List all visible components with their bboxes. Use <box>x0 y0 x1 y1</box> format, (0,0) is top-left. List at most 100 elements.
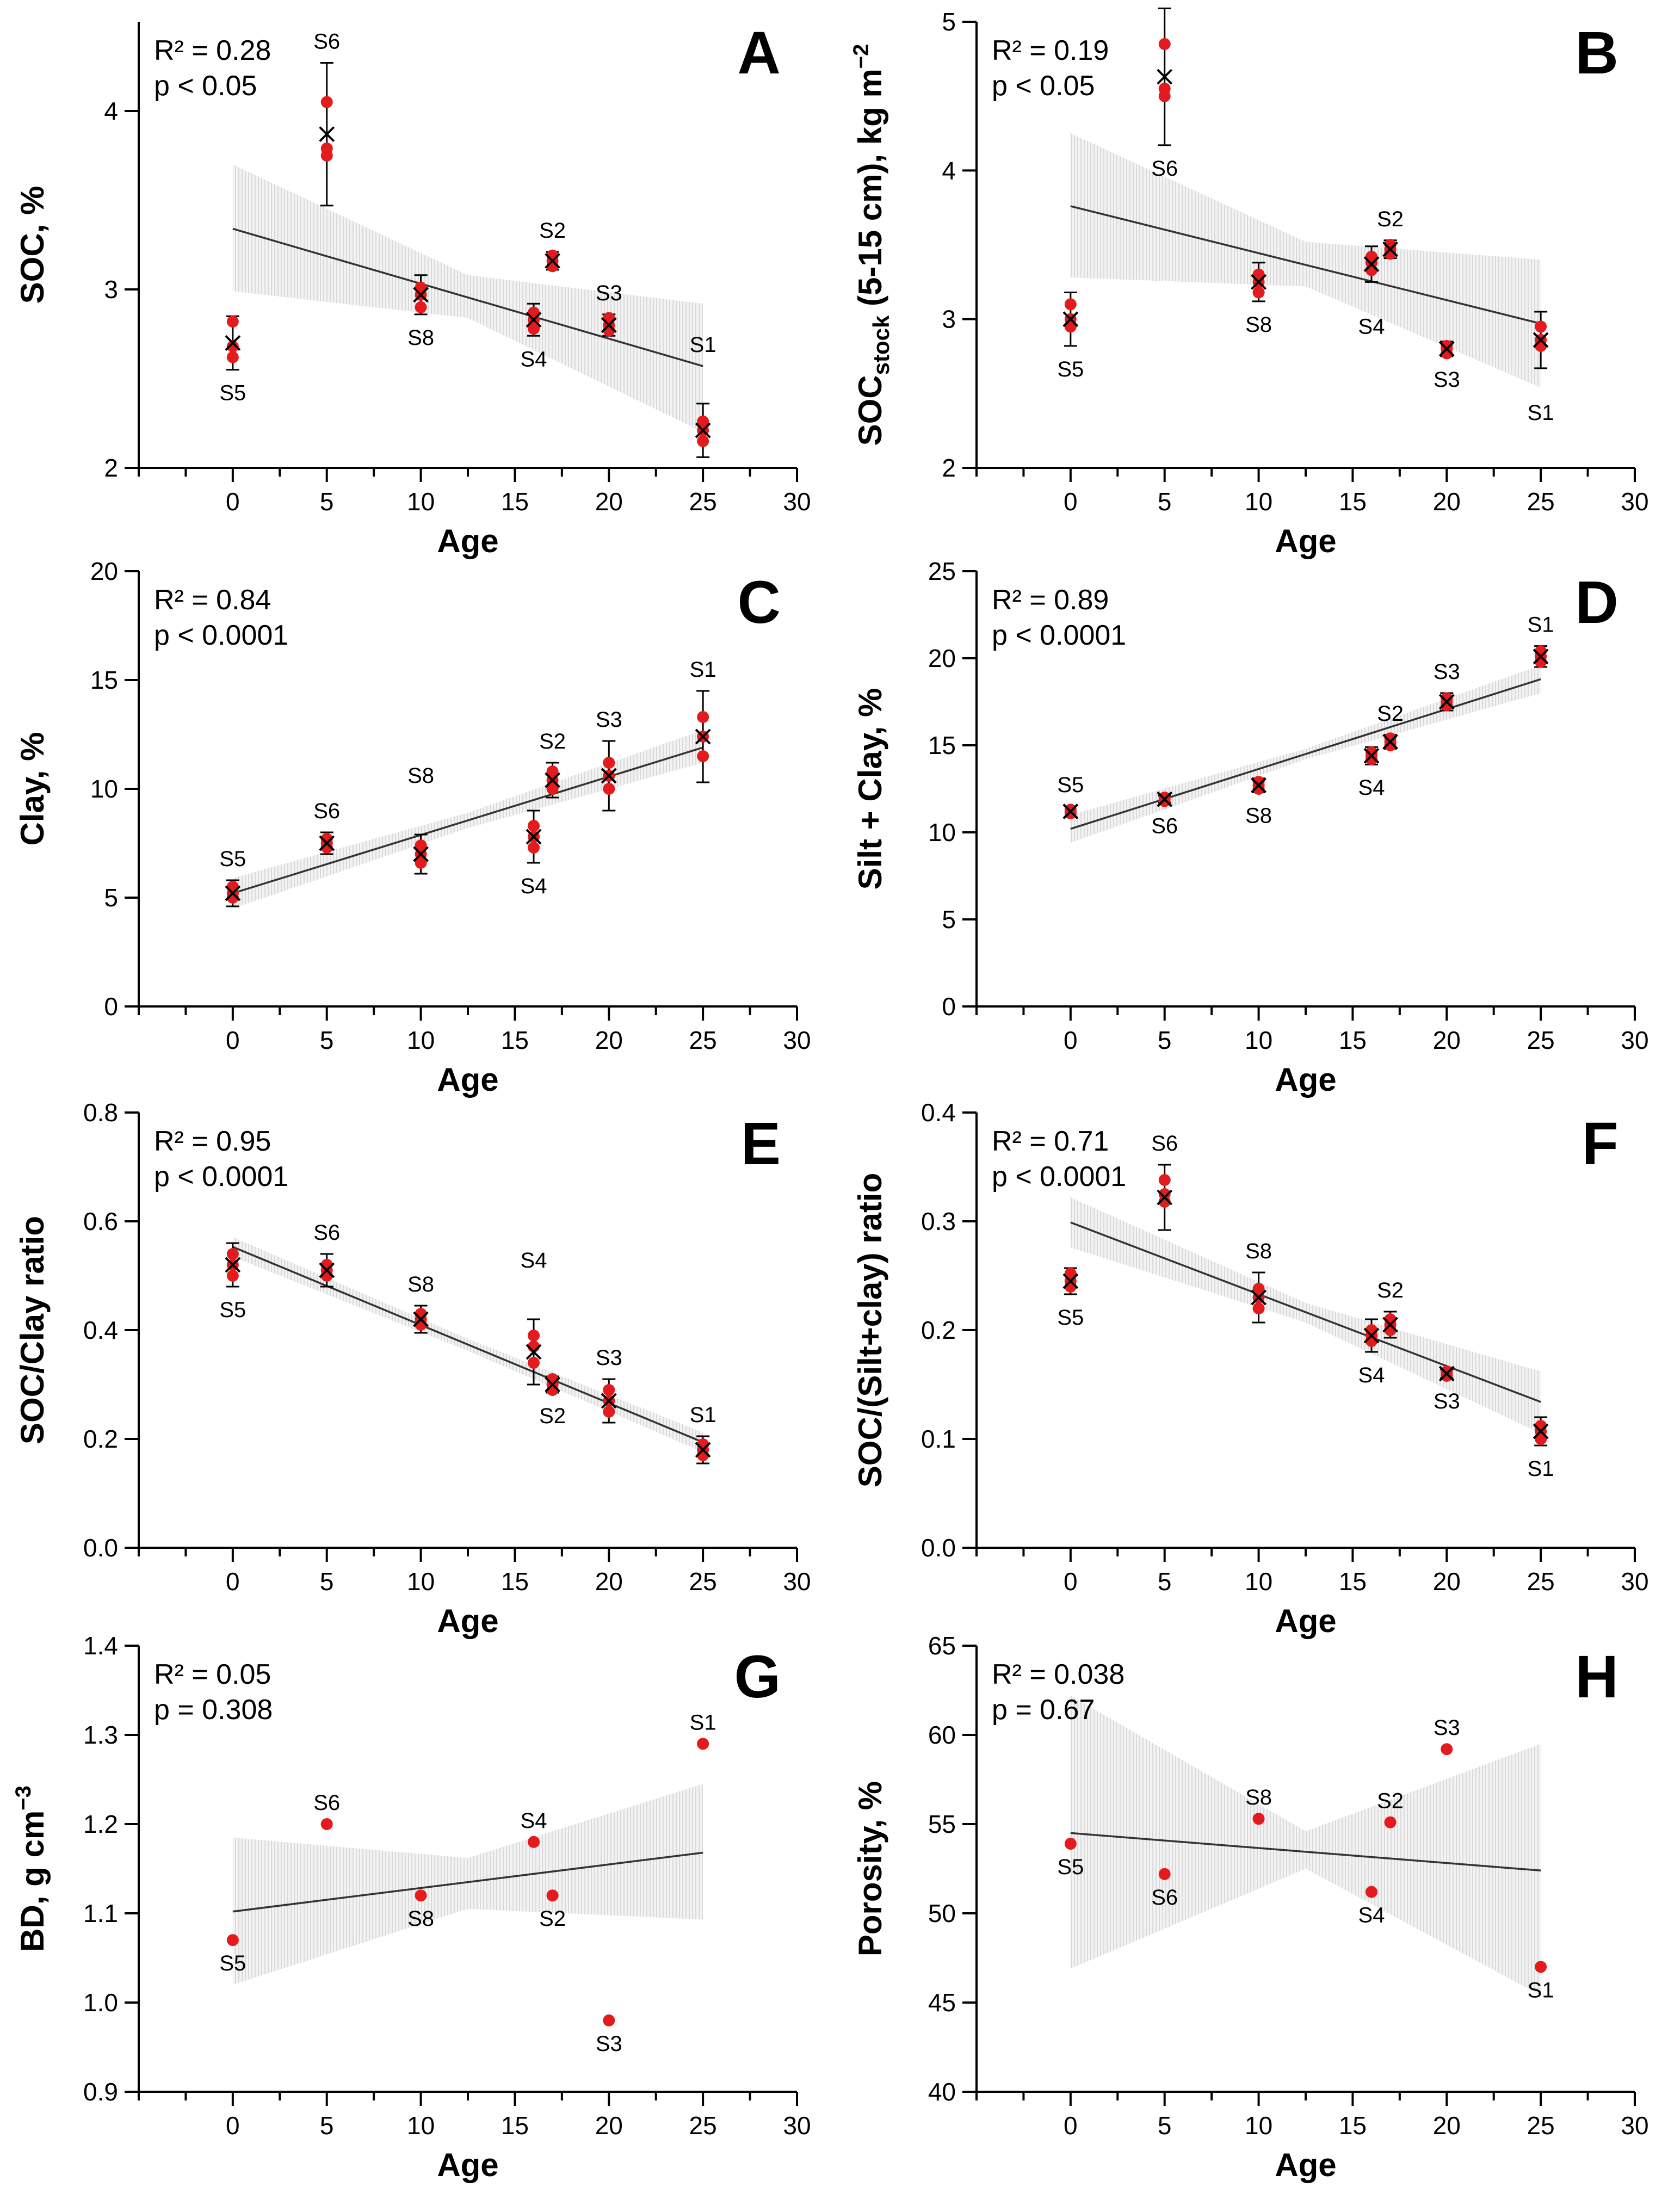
regression-line <box>232 227 703 367</box>
data-point <box>226 316 239 328</box>
mean-marker <box>526 1344 542 1360</box>
p-value-text: p = 0.67 <box>992 1694 1095 1726</box>
y-tick-label: 0.8 <box>83 1098 118 1127</box>
site-s6: S6 <box>1151 791 1178 838</box>
x-tick-label: 0 <box>1064 2111 1078 2140</box>
x-tick-label: 30 <box>783 1567 811 1596</box>
site-label: S3 <box>1434 660 1460 684</box>
x-tick-label: 15 <box>1339 1567 1367 1596</box>
data-point <box>603 783 615 795</box>
site-s1: S1 <box>690 333 716 458</box>
data-point <box>697 750 709 762</box>
regression-line <box>1070 205 1541 325</box>
r-squared-text: R² = 0.19 <box>992 35 1109 66</box>
y-axis-title: BD, g cm−3 <box>11 1785 51 1952</box>
y-tick-label: 0.6 <box>83 1207 118 1235</box>
x-tick-label: 10 <box>1245 1567 1272 1596</box>
y-tick-label: 40 <box>928 2078 956 2106</box>
site-s6: S6 <box>1151 7 1178 181</box>
x-tick-label: 25 <box>689 2111 717 2140</box>
confidence-band <box>232 730 703 909</box>
data-point <box>226 1248 239 1260</box>
site-label: S5 <box>1057 357 1084 381</box>
p-value-text: p < 0.0001 <box>154 620 288 651</box>
site-label: S2 <box>1377 1278 1404 1302</box>
site-s3: S3 <box>596 281 622 337</box>
site-label: S3 <box>596 2032 622 2056</box>
site-s5: S5 <box>1057 1267 1084 1330</box>
site-label: S2 <box>539 219 566 243</box>
mean-marker <box>225 335 241 351</box>
site-s6: S6 <box>313 29 340 207</box>
data-point <box>226 351 239 363</box>
p-value-text: p < 0.0001 <box>154 1161 288 1192</box>
y-axis-title-rest: (5-15 cm), kg m <box>852 69 888 316</box>
y-tick-label: 0.3 <box>921 1207 956 1235</box>
mean-marker <box>695 1442 711 1458</box>
x-tick-label: 5 <box>320 1026 334 1054</box>
x-tick-label: 30 <box>1621 487 1648 516</box>
mean-marker <box>413 287 429 303</box>
x-tick-label: 5 <box>1158 2111 1172 2140</box>
site-label: S1 <box>690 658 716 682</box>
x-tick-label: 10 <box>407 1026 435 1054</box>
p-value-text: p < 0.05 <box>992 70 1095 102</box>
y-tick-label: 2 <box>104 454 118 482</box>
r-squared-text: R² = 0.84 <box>154 584 271 616</box>
confidence-band <box>1070 1695 1541 1995</box>
site-s4: S4 <box>1358 245 1385 338</box>
y-tick-label: 0 <box>942 992 956 1021</box>
y-tick-label: 0.9 <box>83 2078 118 2106</box>
mean-marker <box>526 829 542 845</box>
site-s1: S1 <box>690 1710 716 1750</box>
site-s2: S2 <box>1377 1789 1404 1828</box>
y-tick-label: 0.0 <box>83 1534 118 1562</box>
confidence-band <box>232 1784 703 1985</box>
site-label: S8 <box>1245 804 1272 827</box>
mean-marker <box>413 846 429 862</box>
site-s1: S1 <box>1528 311 1554 425</box>
r-squared-text: R² = 0.28 <box>154 35 271 66</box>
regression-line <box>232 746 703 894</box>
panel-e: 0 5 10 15 20 25 30 0.0 0.2 0.4 0.6 0.8 Age SOC/Clay r… <box>14 1098 811 1639</box>
p-value-text: p < 0.0001 <box>992 1161 1126 1192</box>
data-point <box>1252 1302 1265 1314</box>
site-label: S8 <box>407 1907 434 1931</box>
site-s5: S5 <box>1057 773 1084 820</box>
data-point <box>1441 1365 1453 1377</box>
y-tick-label: 1.0 <box>83 1988 118 2017</box>
data-point <box>1064 804 1077 816</box>
site-s2: S2 <box>1377 1278 1404 1339</box>
y-tick-label: 3 <box>104 275 118 304</box>
site-s4: S4 <box>1358 746 1385 800</box>
mean-marker <box>319 126 335 143</box>
y-tick-label: 1.1 <box>83 1899 118 1927</box>
mean-marker <box>1533 332 1549 348</box>
site-label: S4 <box>521 874 547 898</box>
data-point <box>1384 732 1397 745</box>
x-tick-label: 0 <box>226 487 240 516</box>
data-point <box>1384 1816 1397 1828</box>
site-s1: S1 <box>1528 1416 1554 1481</box>
mean-marker <box>225 1257 241 1273</box>
site-s4: S4 <box>521 810 547 898</box>
site-label: S3 <box>1434 1716 1460 1740</box>
site-s3: S3 <box>1434 660 1460 712</box>
x-tick-label: 30 <box>1621 1026 1648 1054</box>
p-value-text: p < 0.05 <box>154 70 257 102</box>
panel-c: 0 5 10 15 20 25 30 0 5 10 15 20 Age Clay, % C R² = 0.84… <box>14 557 811 1098</box>
site-label: S4 <box>1358 1904 1385 1927</box>
mean-marker <box>601 317 617 333</box>
data-point <box>226 1934 239 1947</box>
panel-letter: F <box>1582 1110 1618 1177</box>
site-label: S2 <box>1377 1789 1404 1813</box>
x-axis-title: Age <box>437 2147 498 2183</box>
site-s4: S4 <box>1358 1886 1385 1927</box>
y-tick-label: 0.0 <box>921 1534 956 1562</box>
data-point <box>226 881 239 893</box>
data-point <box>603 1384 615 1396</box>
mean-marker <box>1251 1289 1266 1306</box>
x-tick-label: 5 <box>320 487 334 516</box>
y-axis-title: Silt + Clay, % <box>852 688 888 890</box>
data-point <box>528 1330 540 1342</box>
